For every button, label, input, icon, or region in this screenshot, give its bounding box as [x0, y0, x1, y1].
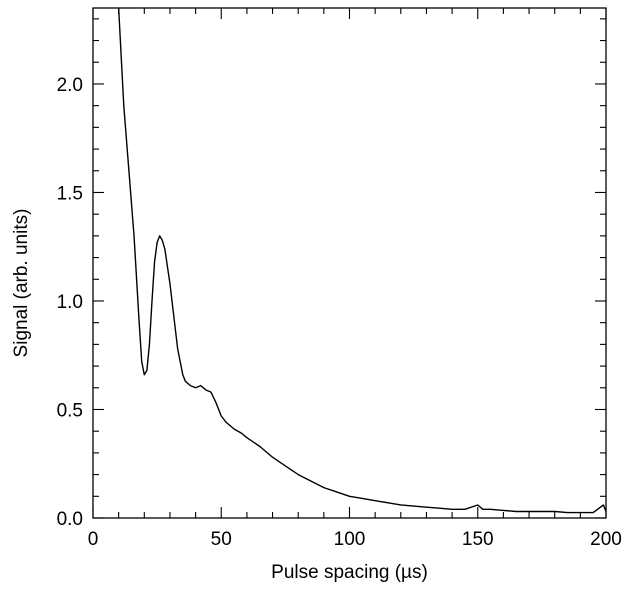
series-line-signal — [117, 7, 607, 514]
ticks-layer — [92, 8, 607, 519]
y-tick-label: 0.5 — [57, 400, 83, 421]
tick-labels-layer: 0 50 100 150 200 0.0 0.5 1.0 1.5 2.0 — [57, 75, 622, 550]
y-axis-title: Signal (arb. units) — [11, 209, 32, 358]
x-tick-label: 50 — [211, 529, 232, 550]
y-tick-label: 0.0 — [57, 509, 83, 530]
x-tick-label: 0 — [88, 529, 99, 550]
y-tick-label: 1.0 — [57, 292, 83, 313]
x-tick-label: 200 — [590, 529, 622, 550]
y-tick-label: 2.0 — [57, 75, 83, 96]
x-tick-label: 100 — [334, 529, 366, 550]
x-tick-label: 150 — [462, 529, 494, 550]
y-tick-label: 1.5 — [57, 183, 83, 204]
x-axis-title: Pulse spacing (µs) — [271, 562, 428, 583]
plot-frame — [92, 7, 607, 519]
